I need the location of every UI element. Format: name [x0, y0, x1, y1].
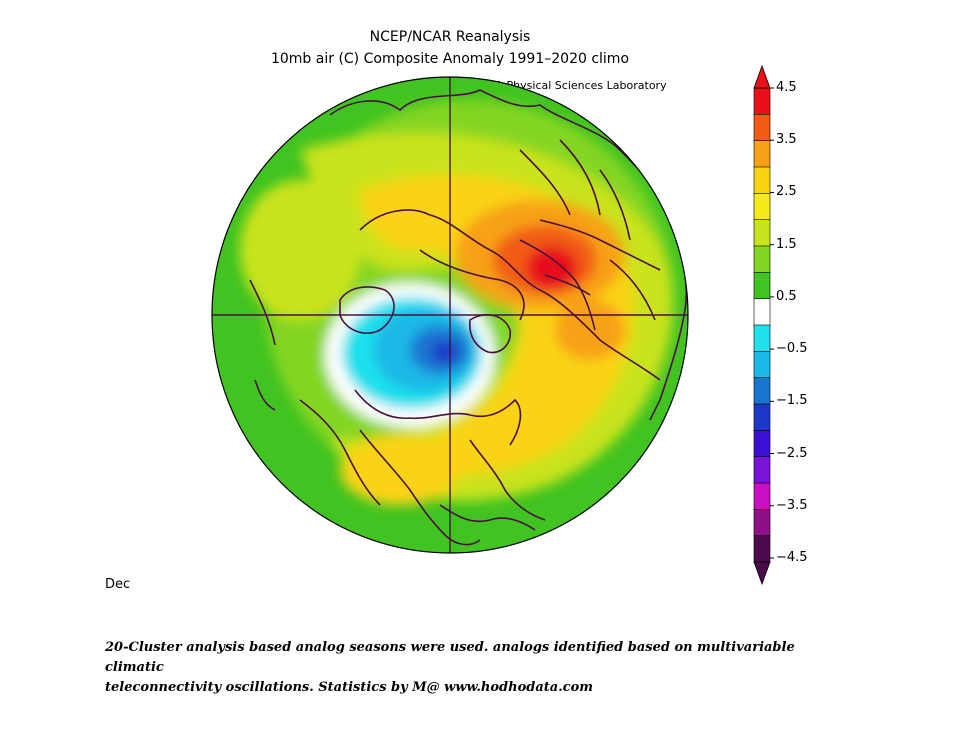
colorbar-swatch — [753, 351, 771, 379]
colorbar — [753, 64, 774, 586]
colorbar-swatch — [753, 219, 771, 247]
anomaly-field — [212, 77, 688, 553]
colorbar-tick-label: −4.5 — [776, 550, 808, 565]
caption-line-2: teleconnectivity oscillations. Statistic… — [105, 680, 594, 695]
colorbar-min-arrow — [753, 561, 771, 586]
colorbar-swatch — [753, 482, 771, 511]
colorbar-swatch — [753, 87, 771, 116]
colorbar-swatch — [753, 509, 771, 537]
colorbar-tick-label: 4.5 — [776, 80, 797, 95]
chart-title: NCEP/NCAR Reanalysis — [369, 29, 531, 45]
colorbar-tick-label: −1.5 — [776, 393, 808, 409]
colorbar-swatch — [753, 456, 771, 484]
colorbar-swatch — [753, 245, 771, 274]
colorbar-tick-label: −3.5 — [776, 497, 808, 513]
colorbar-swatch — [753, 430, 771, 458]
colorbar-swatch — [753, 140, 771, 168]
colorbar-swatch — [753, 166, 771, 195]
caption-line-1: 20-Cluster analysis based analog seasons… — [105, 640, 795, 675]
coastlines — [249, 89, 688, 546]
colorbar-swatch — [753, 535, 771, 563]
chart-subtitle: 10mb air (C) Composite Anomaly 1991–2020… — [270, 51, 630, 67]
colorbar-tick-label: 0.5 — [776, 288, 797, 304]
colorbar-swatch — [753, 114, 771, 142]
colorbar-swatch — [753, 272, 771, 300]
colorbar-max-arrow — [753, 64, 771, 89]
colorbar-tick-label: −0.5 — [776, 341, 808, 357]
colorbar-swatch — [753, 377, 771, 405]
colorbar-tick-label: 2.5 — [776, 184, 797, 200]
globe-outline — [211, 76, 689, 554]
colorbar-swatch — [753, 298, 771, 326]
colorbar-tick-label: −2.5 — [776, 445, 808, 461]
colorbar-tick-label: 3.5 — [776, 132, 797, 148]
colorbar-swatch — [753, 193, 771, 221]
colorbar-swatch — [753, 324, 771, 353]
colorbar-swatch — [753, 403, 771, 432]
colorbar-tick-label: 1.5 — [776, 236, 797, 252]
caption: 20-Cluster analysis based analog seasons… — [105, 638, 825, 698]
month-label: Dec — [105, 577, 131, 592]
